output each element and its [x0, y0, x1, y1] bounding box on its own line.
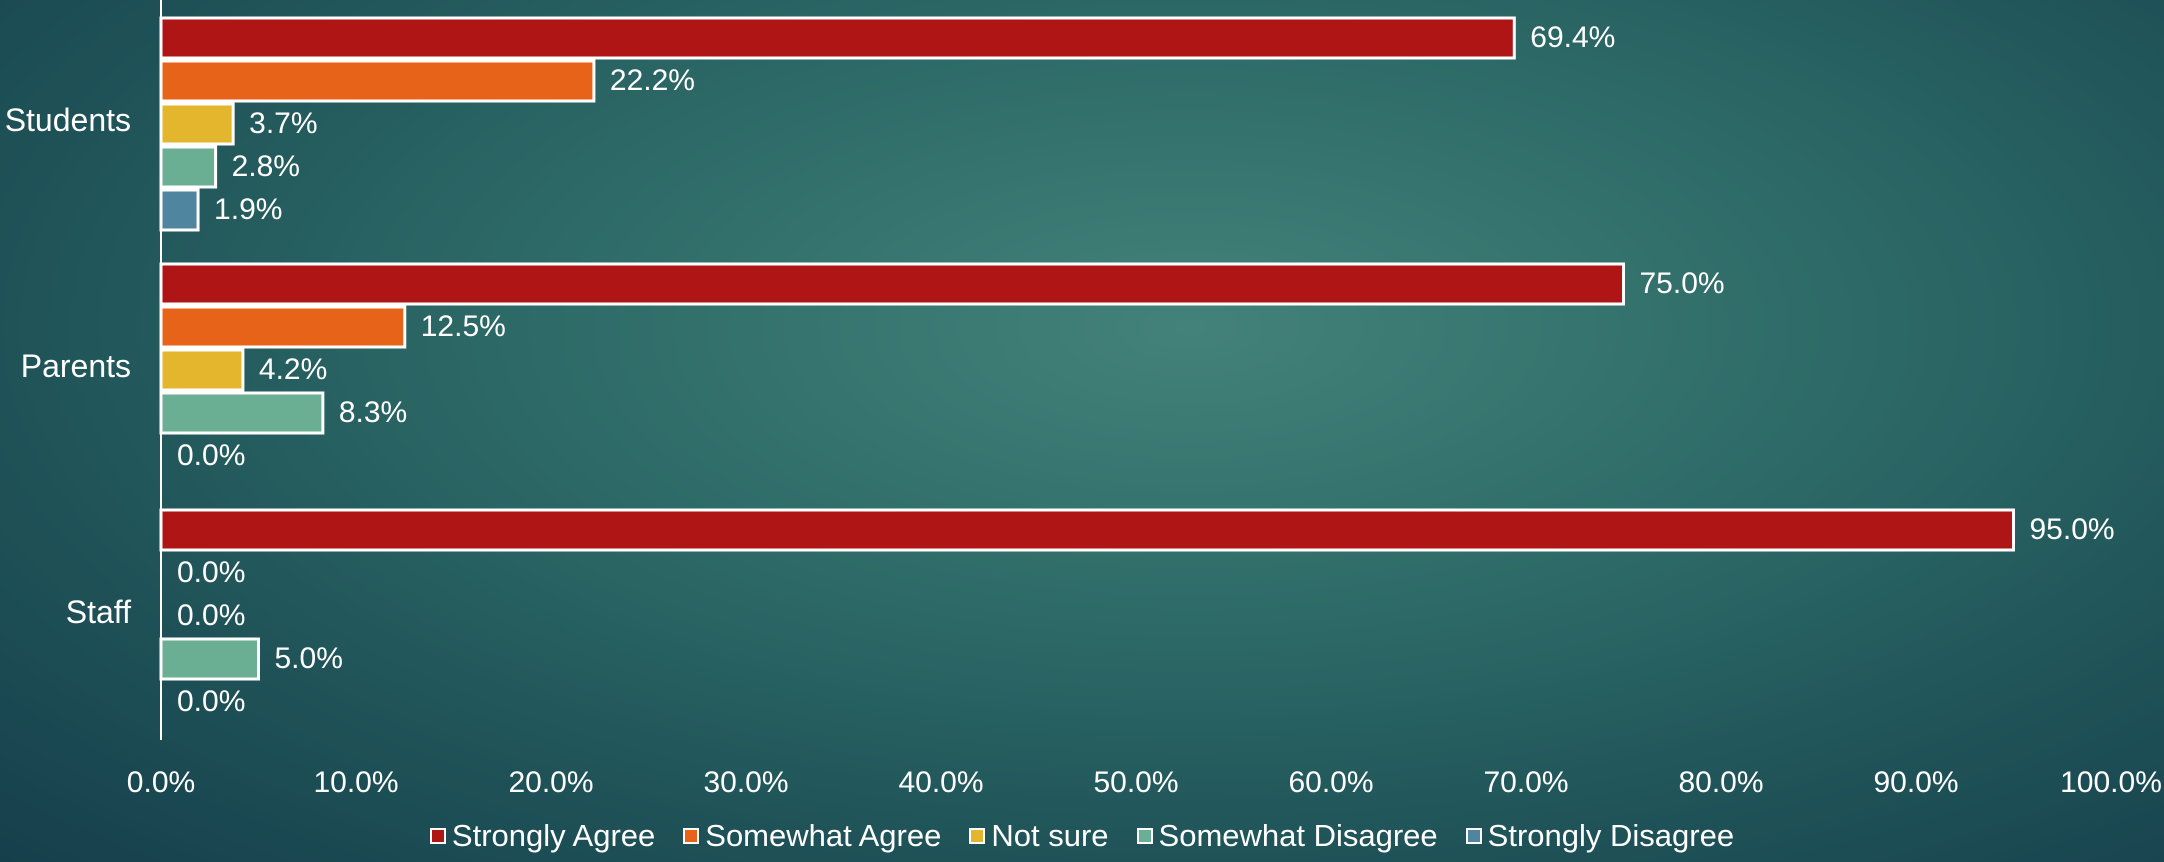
legend-label: Somewhat Agree	[705, 818, 942, 853]
data-label: 22.2%	[610, 64, 695, 97]
legend-label: Strongly Disagree	[1487, 818, 1735, 853]
data-label: 8.3%	[339, 396, 407, 429]
x-tick-label: 70.0%	[1483, 766, 1568, 799]
legend-label: Somewhat Disagree	[1158, 818, 1438, 853]
bar	[159, 305, 407, 349]
x-tick-label: 40.0%	[898, 766, 983, 799]
bar	[159, 391, 325, 435]
x-tick-label: 10.0%	[313, 766, 398, 799]
data-label: 75.0%	[1640, 267, 1725, 300]
data-label: 2.8%	[232, 150, 300, 183]
bar	[159, 188, 200, 232]
data-label: 0.0%	[177, 556, 245, 589]
bar-chart-svg: Students 69.4% 22.2% 3.7% 2.8% 1.9% Parents 75.…	[5, 16, 2162, 799]
legend-swatch	[1136, 827, 1153, 844]
legend-swatch	[969, 827, 986, 844]
x-tick-label: 20.0%	[508, 766, 593, 799]
legend-label: Strongly Agree	[451, 818, 656, 853]
data-label: 1.9%	[214, 193, 282, 226]
legend-swatch	[429, 827, 446, 844]
x-tick-label: 100.0%	[2060, 766, 2162, 799]
data-label: 3.7%	[249, 107, 317, 140]
x-tick-label: 0.0%	[127, 766, 195, 799]
data-label: 69.4%	[1530, 21, 1615, 54]
data-label: 0.0%	[177, 439, 245, 472]
bar	[159, 59, 596, 103]
data-label: 12.5%	[421, 310, 506, 343]
data-label: 4.2%	[259, 353, 327, 386]
legend-item: Strongly Agree	[429, 818, 656, 853]
bar	[159, 348, 245, 392]
x-tick-label: 60.0%	[1288, 766, 1373, 799]
bar	[159, 262, 1625, 306]
legend-item: Strongly Disagree	[1465, 818, 1735, 853]
bar	[159, 508, 2015, 552]
legend: Strongly Agree Somewhat Agree Not sure Some…	[0, 820, 2164, 851]
legend-item: Somewhat Disagree	[1136, 818, 1438, 853]
x-tick-label: 50.0%	[1093, 766, 1178, 799]
data-label: 0.0%	[177, 599, 245, 632]
data-label: 0.0%	[177, 685, 245, 718]
legend-swatch	[1465, 827, 1482, 844]
bar	[159, 145, 218, 189]
bar	[159, 16, 1516, 60]
bar	[159, 102, 235, 146]
data-label: 5.0%	[275, 642, 343, 675]
x-tick-label: 80.0%	[1678, 766, 1763, 799]
category-label: Students	[5, 102, 131, 138]
category-label: Staff	[66, 594, 131, 630]
data-label: 95.0%	[2030, 513, 2115, 546]
category-label: Parents	[21, 348, 131, 384]
bar	[159, 637, 260, 681]
legend-swatch	[683, 827, 700, 844]
legend-label: Not sure	[991, 818, 1109, 853]
legend-item: Somewhat Agree	[683, 820, 941, 851]
legend-item: Not sure	[969, 818, 1109, 853]
x-tick-label: 30.0%	[703, 766, 788, 799]
x-tick-label: 90.0%	[1873, 766, 1958, 799]
